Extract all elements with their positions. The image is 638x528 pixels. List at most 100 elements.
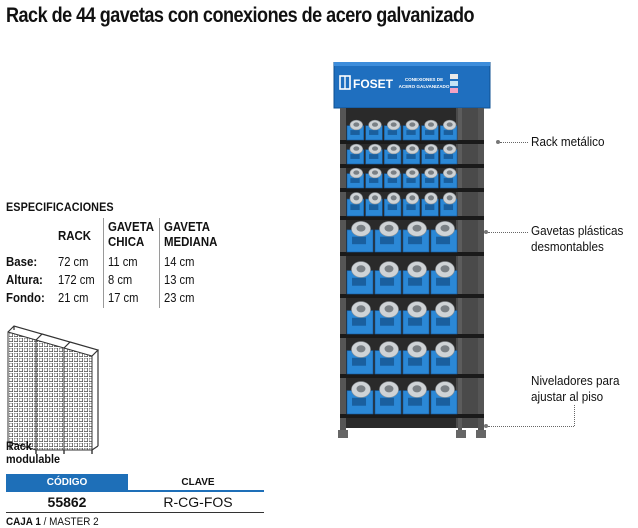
spec-cell: 21 cm — [58, 290, 89, 305]
callout-rack-metalico: Rack metálico — [531, 134, 605, 149]
shelf-bar — [340, 374, 484, 378]
callout-gavetas: Gavetas plásticas desmontables — [531, 223, 624, 254]
bin-label-slot — [436, 357, 451, 366]
specs-table: RACK GAVETA CHICA GAVETA MEDIANA Base: 7… — [6, 216, 217, 308]
bin-label-slot — [425, 204, 435, 211]
fitting-bore — [409, 122, 416, 127]
bin-label-slot — [408, 397, 423, 406]
callout-leader — [488, 426, 574, 427]
shelf-bar — [340, 252, 484, 256]
bin-label-slot — [425, 154, 435, 159]
fitting-bore — [428, 195, 434, 201]
bin-label-slot — [425, 178, 435, 183]
rack-product-illustration: FOSET CONEXIONES DE ACERO GALVANIZADO — [333, 62, 491, 438]
fitting-bore — [412, 265, 422, 273]
key-header: CLAVE — [181, 476, 215, 488]
fitting-bore — [412, 224, 422, 232]
fitting-bore — [372, 195, 378, 201]
fitting-bore — [353, 170, 360, 175]
bin-label-slot — [387, 204, 398, 211]
bin-label-slot — [436, 277, 451, 286]
fitting-bore — [446, 122, 453, 127]
bin-label-slot — [352, 277, 367, 286]
bin-label-slot — [380, 357, 395, 366]
fitting-bore — [412, 385, 422, 393]
fitting-bore — [384, 345, 394, 353]
shelf-bar — [340, 294, 484, 298]
bin-label-slot — [436, 236, 451, 245]
fitting-bore — [440, 224, 450, 232]
callout-marker — [496, 140, 500, 144]
bin-label-slot — [380, 236, 395, 245]
bin-label-slot — [369, 154, 379, 159]
bin-label-slot — [443, 130, 454, 135]
callout-niveladores: Niveladores para ajustar al piso — [531, 373, 620, 404]
row-label-fondo: Fondo: — [6, 290, 45, 305]
bin-label-slot — [369, 178, 379, 183]
fitting-bore — [384, 224, 394, 232]
fitting-bore — [356, 305, 366, 313]
code-header: CÓDIGO — [6, 474, 128, 490]
rack-modulable-label: Rack modulable — [6, 439, 61, 466]
sign-swatch — [450, 74, 458, 79]
bin-label-slot — [443, 154, 454, 159]
fitting-bore — [428, 170, 434, 175]
spec-cell: 72 cm — [58, 254, 89, 269]
bin-label-slot — [436, 397, 451, 406]
bin-label-slot — [406, 178, 416, 183]
spec-cell: 8 cm — [108, 272, 133, 287]
rack-sign-line2: ACERO GALVANIZADO — [399, 84, 450, 89]
bin-label-slot — [443, 178, 454, 183]
fitting-bore — [412, 305, 422, 313]
key-value: R-CG-FOS — [163, 494, 233, 510]
bin-label-slot — [350, 154, 360, 159]
bin-label-slot — [387, 154, 398, 159]
callout-leader — [488, 232, 528, 233]
shelf-bar — [340, 164, 484, 168]
fitting-bore — [390, 170, 397, 175]
rack-sign-line1: CONEXIONES DE — [405, 77, 443, 82]
foset-logo-icon — [339, 75, 351, 90]
fitting-bore — [372, 122, 378, 127]
bin-label-slot — [352, 317, 367, 326]
shelf-bar — [340, 140, 484, 144]
fitting-bore — [356, 345, 366, 353]
spec-cell: 13 cm — [164, 272, 195, 287]
fitting-bore — [372, 146, 378, 151]
callout-leader — [574, 405, 575, 426]
fitting-bore — [390, 146, 397, 151]
fitting-bore — [356, 265, 366, 273]
fitting-bore — [412, 345, 422, 353]
column-divider — [159, 218, 160, 308]
bin-label-slot — [443, 204, 454, 211]
leveler-foot — [338, 430, 348, 438]
fitting-bore — [372, 170, 378, 175]
bin-label-slot — [387, 130, 398, 135]
page-title: Rack de 44 gavetas con conexiones de ace… — [6, 4, 475, 27]
fitting-bore — [353, 146, 360, 151]
bin-label-slot — [369, 130, 379, 135]
fitting-bore — [356, 385, 366, 393]
fitting-bore — [384, 265, 394, 273]
fitting-bore — [356, 224, 366, 232]
spec-cell: 14 cm — [164, 254, 195, 269]
leveler-foot — [476, 430, 486, 438]
rack-sign — [333, 62, 491, 109]
fitting-bore — [440, 305, 450, 313]
column-divider — [103, 218, 104, 308]
row-label-base: Base: — [6, 254, 38, 269]
fitting-bore — [446, 195, 453, 201]
bin-label-slot — [350, 130, 360, 135]
bin-label-slot — [408, 317, 423, 326]
fitting-bore — [384, 305, 394, 313]
bin-label-slot — [352, 397, 367, 406]
shelf-bar — [340, 216, 484, 220]
code-value: 55862 — [47, 494, 87, 510]
packaging-info: CAJA 1 / MASTER 2 — [6, 516, 99, 528]
fitting-bore — [440, 385, 450, 393]
shelf-bar — [340, 334, 484, 338]
divider — [6, 512, 264, 513]
fitting-bore — [353, 195, 360, 201]
bin-label-slot — [380, 277, 395, 286]
bin-label-slot — [369, 204, 379, 211]
